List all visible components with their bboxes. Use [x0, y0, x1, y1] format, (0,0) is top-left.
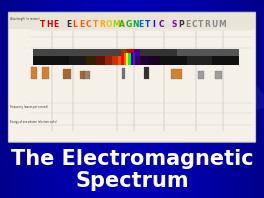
Text: N: N	[132, 20, 139, 29]
Bar	[121, 53, 124, 65]
Text: M: M	[218, 20, 225, 29]
Bar	[129, 53, 130, 65]
Text: T: T	[92, 20, 98, 29]
Bar	[133, 53, 135, 65]
Bar	[122, 53, 125, 65]
Bar	[128, 53, 129, 65]
Bar	[32, 53, 69, 65]
Bar	[83, 71, 90, 79]
Bar	[31, 67, 37, 79]
Bar	[131, 53, 133, 65]
Bar	[128, 53, 131, 65]
Bar	[177, 49, 239, 56]
Bar	[140, 49, 177, 56]
Ellipse shape	[114, 61, 229, 137]
Text: C: C	[86, 20, 91, 29]
Text: C: C	[158, 20, 164, 29]
Bar	[81, 71, 85, 79]
Text: T: T	[198, 20, 203, 29]
Text: O: O	[106, 20, 112, 29]
Bar	[134, 53, 135, 65]
Bar	[118, 53, 122, 65]
Bar	[140, 53, 148, 65]
Bar	[112, 53, 118, 65]
Bar	[215, 71, 221, 79]
Bar	[212, 53, 239, 65]
Bar	[133, 53, 134, 65]
Bar	[124, 53, 126, 65]
Bar	[134, 49, 140, 56]
Text: Frequency (waves per second): Frequency (waves per second)	[11, 106, 49, 109]
Bar	[144, 67, 149, 79]
Bar	[63, 69, 71, 79]
Text: E: E	[79, 20, 84, 29]
Bar	[198, 71, 204, 79]
Bar	[148, 53, 161, 65]
Bar	[122, 68, 125, 79]
Bar	[9, 13, 255, 29]
Ellipse shape	[145, 41, 264, 110]
Bar	[43, 67, 49, 79]
Bar	[127, 53, 128, 65]
Bar	[121, 49, 128, 56]
Text: A: A	[119, 20, 125, 29]
Text: I: I	[152, 20, 155, 29]
Bar	[130, 53, 131, 65]
Text: P: P	[178, 20, 184, 29]
Text: E: E	[185, 20, 190, 29]
Bar	[86, 53, 97, 65]
Text: R: R	[99, 20, 105, 29]
Bar	[97, 53, 105, 65]
Text: E: E	[66, 20, 71, 29]
Text: S: S	[172, 20, 177, 29]
Bar	[131, 53, 133, 65]
Text: Energy of one photon (electron volts): Energy of one photon (electron volts)	[11, 120, 57, 124]
Bar	[105, 53, 112, 65]
Text: Wavelength (in meters): Wavelength (in meters)	[11, 17, 40, 21]
Text: U: U	[211, 20, 218, 29]
Text: E: E	[53, 20, 58, 29]
Text: T: T	[40, 20, 45, 29]
Bar	[125, 53, 127, 65]
Text: H: H	[46, 20, 53, 29]
Text: E: E	[139, 20, 144, 29]
Text: M: M	[112, 20, 120, 29]
Text: T: T	[145, 20, 150, 29]
Bar	[128, 49, 134, 56]
Bar	[135, 53, 140, 65]
Bar	[32, 49, 121, 56]
Bar	[126, 53, 128, 65]
Text: C: C	[191, 20, 197, 29]
Text: Spectrum: Spectrum	[75, 171, 189, 191]
Text: L: L	[73, 20, 77, 29]
Text: The Electromagnetic: The Electromagnetic	[11, 149, 253, 169]
Bar	[171, 69, 182, 79]
Bar	[187, 53, 212, 65]
Bar	[69, 53, 86, 65]
Text: G: G	[125, 20, 132, 29]
FancyBboxPatch shape	[8, 12, 256, 142]
Bar	[161, 53, 187, 65]
Text: R: R	[205, 20, 210, 29]
